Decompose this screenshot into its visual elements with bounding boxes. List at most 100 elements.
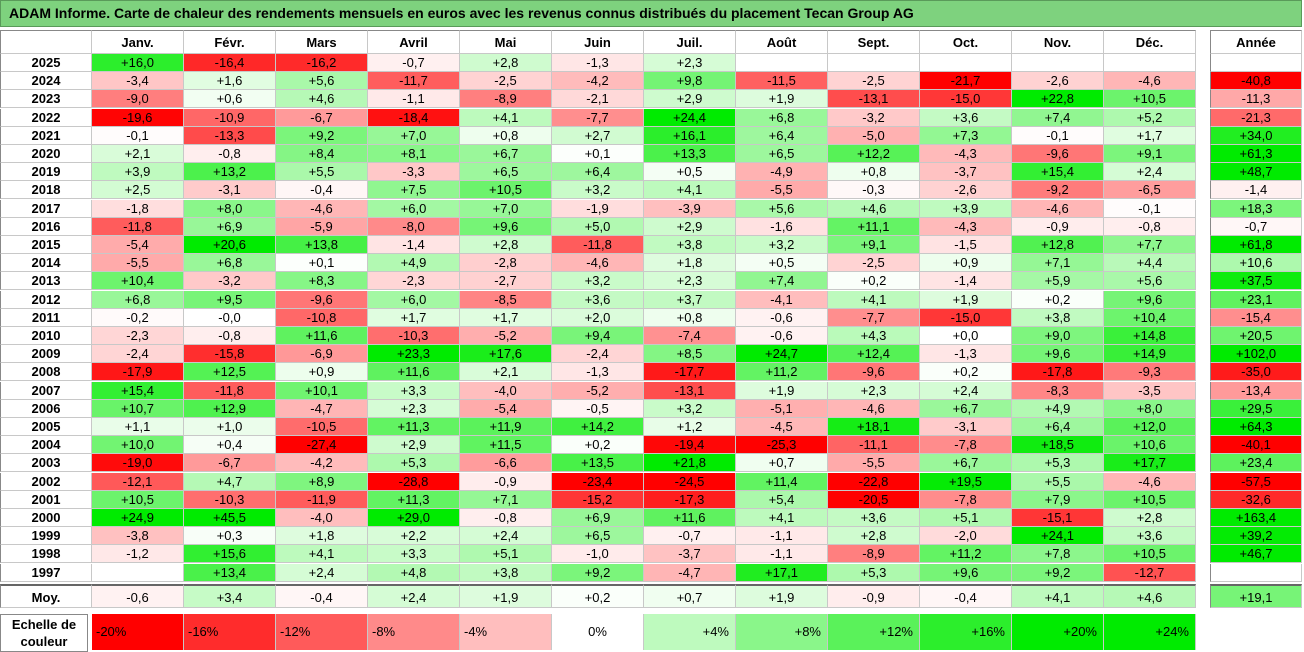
heatmap-cell: +3,8 [1012,309,1104,327]
heatmap-cell: -3,2 [828,109,920,127]
annual-cell: +37,5 [1210,272,1302,290]
heatmap-cell: +12,9 [184,400,276,418]
heatmap-cell: -0,8 [1104,218,1196,236]
heatmap-cell: +4,1 [828,291,920,309]
heatmap-cell: -6,6 [460,454,552,472]
heatmap-cell: -0,7 [368,54,460,72]
heatmap-cell: -11,7 [368,72,460,90]
year-label: 2012 [0,291,92,309]
annual-cell: +34,0 [1210,127,1302,145]
heatmap-cell: -8,5 [460,291,552,309]
heatmap-cell: -0,3 [828,181,920,199]
heatmap-cell: -19,4 [644,436,736,454]
heatmap-cell: +8,1 [368,145,460,163]
heatmap-cell: +3,8 [644,236,736,254]
annual-cell [1210,54,1302,72]
heatmap-cell: +24,9 [92,509,184,527]
heatmap-cell: -1,3 [920,345,1012,363]
heatmap-cell: +2,2 [368,527,460,545]
heatmap-cell: -9,6 [828,363,920,381]
heatmap-cell: -23,4 [552,473,644,491]
heatmap-cell [1012,54,1104,72]
annual-cell [1210,564,1302,582]
heatmap-cell: +4,4 [1104,254,1196,272]
average-cell: -0,9 [828,584,920,608]
heatmap-cell: +0,6 [184,90,276,108]
average-cell: +0,2 [552,584,644,608]
year-label: 2013 [0,272,92,290]
heatmap-cell: +6,9 [552,509,644,527]
heatmap-cell: -1,4 [368,236,460,254]
heatmap-cell: +7,1 [460,491,552,509]
heatmap-cell: +7,1 [1012,254,1104,272]
heatmap-cell: +4,7 [184,473,276,491]
heatmap-cell: +0,8 [644,309,736,327]
heatmap-cell: +2,1 [460,363,552,381]
heatmap-cell: +3,2 [736,236,828,254]
heatmap-cell: -15,1 [1012,509,1104,527]
heatmap-cell: +21,8 [644,454,736,472]
color-scale-step: +16% [920,614,1012,650]
heatmap-cell: +12,0 [1104,418,1196,436]
heatmap-cell: +8,9 [276,473,368,491]
month-header: Mars [276,30,368,54]
heatmap-cell: +12,5 [184,363,276,381]
heatmap-cell: +9,5 [184,291,276,309]
heatmap-cell: +0,5 [644,163,736,181]
heatmap-cell: -11,8 [92,218,184,236]
heatmap-cell: +6,4 [736,127,828,145]
heatmap-cell: +7,0 [368,127,460,145]
heatmap-cell: -2,5 [828,254,920,272]
heatmap-cell: +1,6 [184,72,276,90]
heatmap-cell: +2,8 [460,236,552,254]
heatmap-cell: -2,6 [920,181,1012,199]
average-cell: +3,4 [184,584,276,608]
heatmap-cell: +5,0 [552,218,644,236]
heatmap-cell: -4,1 [736,291,828,309]
average-label: Moy. [0,584,92,608]
heatmap-cell: -10,5 [276,418,368,436]
heatmap-cell: +6,0 [368,200,460,218]
heatmap-cell: -4,0 [460,382,552,400]
heatmap-cell: +2,3 [644,272,736,290]
heatmap-cell: -1,4 [920,272,1012,290]
heatmap-cell: -0,9 [460,473,552,491]
heatmap-cell: +10,4 [1104,309,1196,327]
heatmap-cell: -0,8 [184,327,276,345]
heatmap-cell: -8,9 [460,90,552,108]
heatmap-cell: +6,5 [736,145,828,163]
heatmap-cell: -5,5 [828,454,920,472]
heatmap-cell: +4,3 [828,327,920,345]
heatmap-cell: -12,1 [92,473,184,491]
annual-cell: +64,3 [1210,418,1302,436]
heatmap-cell: +2,4 [276,564,368,582]
color-scale-step: +4% [644,614,736,650]
heatmap-cell: -3,1 [184,181,276,199]
heatmap-cell: +0,0 [920,327,1012,345]
year-label: 2008 [0,363,92,381]
heatmap-cell: +1,8 [644,254,736,272]
heatmap-cell: -5,9 [276,218,368,236]
heatmap-cell: +7,9 [1012,491,1104,509]
heatmap-cell: +5,6 [276,72,368,90]
year-label: 2007 [0,382,92,400]
year-label: 2000 [0,509,92,527]
heatmap-cell: -3,4 [92,72,184,90]
heatmap-cell: +0,2 [1012,291,1104,309]
heatmap-cell: +3,7 [644,291,736,309]
heatmap-cell: +2,3 [368,400,460,418]
heatmap-cell: -13,3 [184,127,276,145]
heatmap-cell: +3,2 [644,400,736,418]
average-cell: -0,4 [276,584,368,608]
annual-cell: -40,8 [1210,72,1302,90]
heatmap-cell: -0,8 [460,509,552,527]
heatmap-cell: -1,1 [736,545,828,563]
heatmap-cell: +11,1 [828,218,920,236]
heatmap-cell: -17,8 [1012,363,1104,381]
heatmap-cell: -15,0 [920,90,1012,108]
month-header: Févr. [184,30,276,54]
heatmap-cell: +5,2 [1104,109,1196,127]
heatmap-cell: +11,6 [368,363,460,381]
heatmap-cell: +18,5 [1012,436,1104,454]
year-label: 2020 [0,145,92,163]
